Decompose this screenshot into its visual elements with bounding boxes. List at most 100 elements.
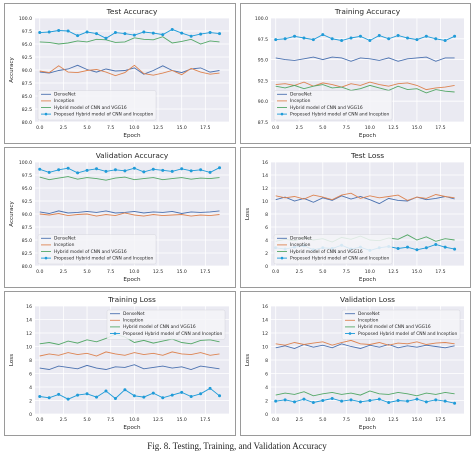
data-point — [424, 34, 428, 38]
data-point — [170, 169, 174, 173]
data-point — [104, 36, 108, 40]
y-tick-label: 87.5 — [22, 225, 32, 231]
y-tick-label: 92.5 — [258, 78, 268, 84]
y-tick-label: 95.0 — [22, 42, 32, 48]
y-tick-label: 0 — [265, 412, 268, 418]
data-point — [180, 31, 184, 35]
data-point — [95, 395, 99, 399]
data-point — [396, 33, 400, 37]
data-point — [377, 397, 381, 401]
x-tick-label: 5.0 — [83, 269, 90, 275]
data-point — [302, 36, 306, 40]
y-tick-label: 90.0 — [258, 99, 268, 105]
data-point — [368, 38, 372, 42]
y-tick-label: 16 — [262, 160, 268, 166]
data-point — [283, 37, 287, 41]
data-point — [180, 390, 184, 394]
series-line-inception — [275, 81, 455, 91]
y-tick-label: 100.0 — [19, 16, 32, 22]
legend-label: Inception — [123, 318, 144, 324]
data-point — [123, 388, 127, 392]
chart-title: Training Accuracy — [334, 7, 401, 16]
x-tick-label: 0.0 — [36, 125, 43, 131]
data-point — [95, 32, 99, 36]
x-tick-label: 2.5 — [296, 125, 303, 131]
legend-box — [273, 90, 393, 121]
y-tick-label: 90.0 — [22, 212, 32, 218]
legend-label: Hybrid model of CNN and VGG16 — [358, 324, 431, 330]
data-point — [57, 28, 61, 32]
data-point — [330, 37, 334, 41]
x-tick-label: 17.5 — [435, 269, 445, 275]
x-tick-label: 10.0 — [129, 269, 139, 275]
series-line-hybrid_vgg — [275, 84, 455, 94]
data-point — [218, 32, 222, 36]
data-point — [57, 168, 61, 172]
legend-box — [37, 234, 157, 265]
data-point — [151, 31, 155, 35]
x-tick-label: 2.5 — [60, 125, 67, 131]
y-tick-label: 4 — [265, 385, 268, 391]
data-point — [85, 392, 89, 396]
legend-label: DenseNet — [54, 236, 76, 242]
x-tick-label: 0.0 — [272, 417, 279, 423]
y-tick-label: 2 — [265, 251, 268, 257]
x-tick-label: 10.0 — [365, 125, 375, 131]
y-tick-label: 16 — [262, 304, 268, 310]
x-tick-label: 0.0 — [272, 125, 279, 131]
y-tick-label: 4 — [29, 385, 32, 391]
legend-label: Hybrid model of CNN and VGG16 — [54, 249, 127, 255]
data-point — [76, 393, 80, 397]
data-point — [66, 397, 70, 401]
series-line-inception — [275, 339, 455, 346]
x-axis-label: Epoch — [359, 425, 377, 431]
series-line-proposed — [275, 398, 455, 404]
y-tick-label: 80.0 — [22, 120, 32, 126]
legend-box — [341, 309, 461, 340]
x-tick-label: 5.0 — [319, 125, 326, 131]
y-tick-label: 82.5 — [22, 251, 32, 257]
y-tick-label: 6 — [29, 372, 32, 378]
data-point — [453, 401, 457, 405]
data-point — [132, 166, 136, 170]
x-tick-label: 5.0 — [83, 417, 90, 423]
panel-validation-accuracy: 80.0 82.5 85.0 87.5 90.0 92.5 95.0 97.5 100.0 0.0… — [4, 147, 236, 288]
y-tick-label: 2 — [29, 399, 32, 405]
y-tick-label: 14 — [26, 318, 32, 324]
data-point — [443, 38, 447, 42]
data-point — [424, 246, 428, 250]
y-tick-label: 87.5 — [22, 81, 32, 87]
series-line-densenet — [275, 195, 455, 205]
y-tick-label: 6 — [265, 225, 268, 231]
series-line-hybrid_vgg — [39, 333, 220, 345]
data-point — [293, 400, 297, 404]
legend-label: Hybrid model of CNN and VGG16 — [123, 324, 196, 330]
data-point — [274, 38, 278, 42]
data-point — [311, 38, 315, 42]
data-point — [189, 169, 193, 173]
data-point — [311, 401, 315, 405]
chart-test-accuracy: 80.0 82.5 85.0 87.5 90.0 92.5 95.0 97.5 100.0 0.0… — [9, 7, 229, 139]
data-point — [85, 168, 89, 172]
y-tick-label: 90.0 — [22, 68, 32, 74]
y-tick-label: 0 — [265, 264, 268, 270]
data-point — [293, 34, 297, 38]
y-tick-label: 6 — [265, 372, 268, 378]
data-point — [142, 395, 146, 399]
legend-marker — [280, 112, 284, 116]
panel-training-accuracy: 87.5 90.0 92.5 95.0 97.5 100.0 0.0 2.5 5.0 7.5 10.… — [240, 3, 471, 144]
data-point — [66, 166, 70, 170]
legend-label: Proposed Hybrid model of CNN and Incepti… — [290, 111, 389, 117]
data-point — [415, 38, 419, 42]
y-axis-label: Loss — [9, 354, 15, 366]
data-point — [453, 34, 457, 38]
data-point — [104, 169, 108, 173]
data-point — [199, 392, 203, 396]
y-tick-label: 2 — [265, 399, 268, 405]
chart-test-loss: 0 2 4 6 8 10 12 14 16 0.0 2.5 5.0 7.5 10.0 12.5 15.0 17.… — [245, 151, 464, 283]
data-point — [38, 394, 42, 398]
